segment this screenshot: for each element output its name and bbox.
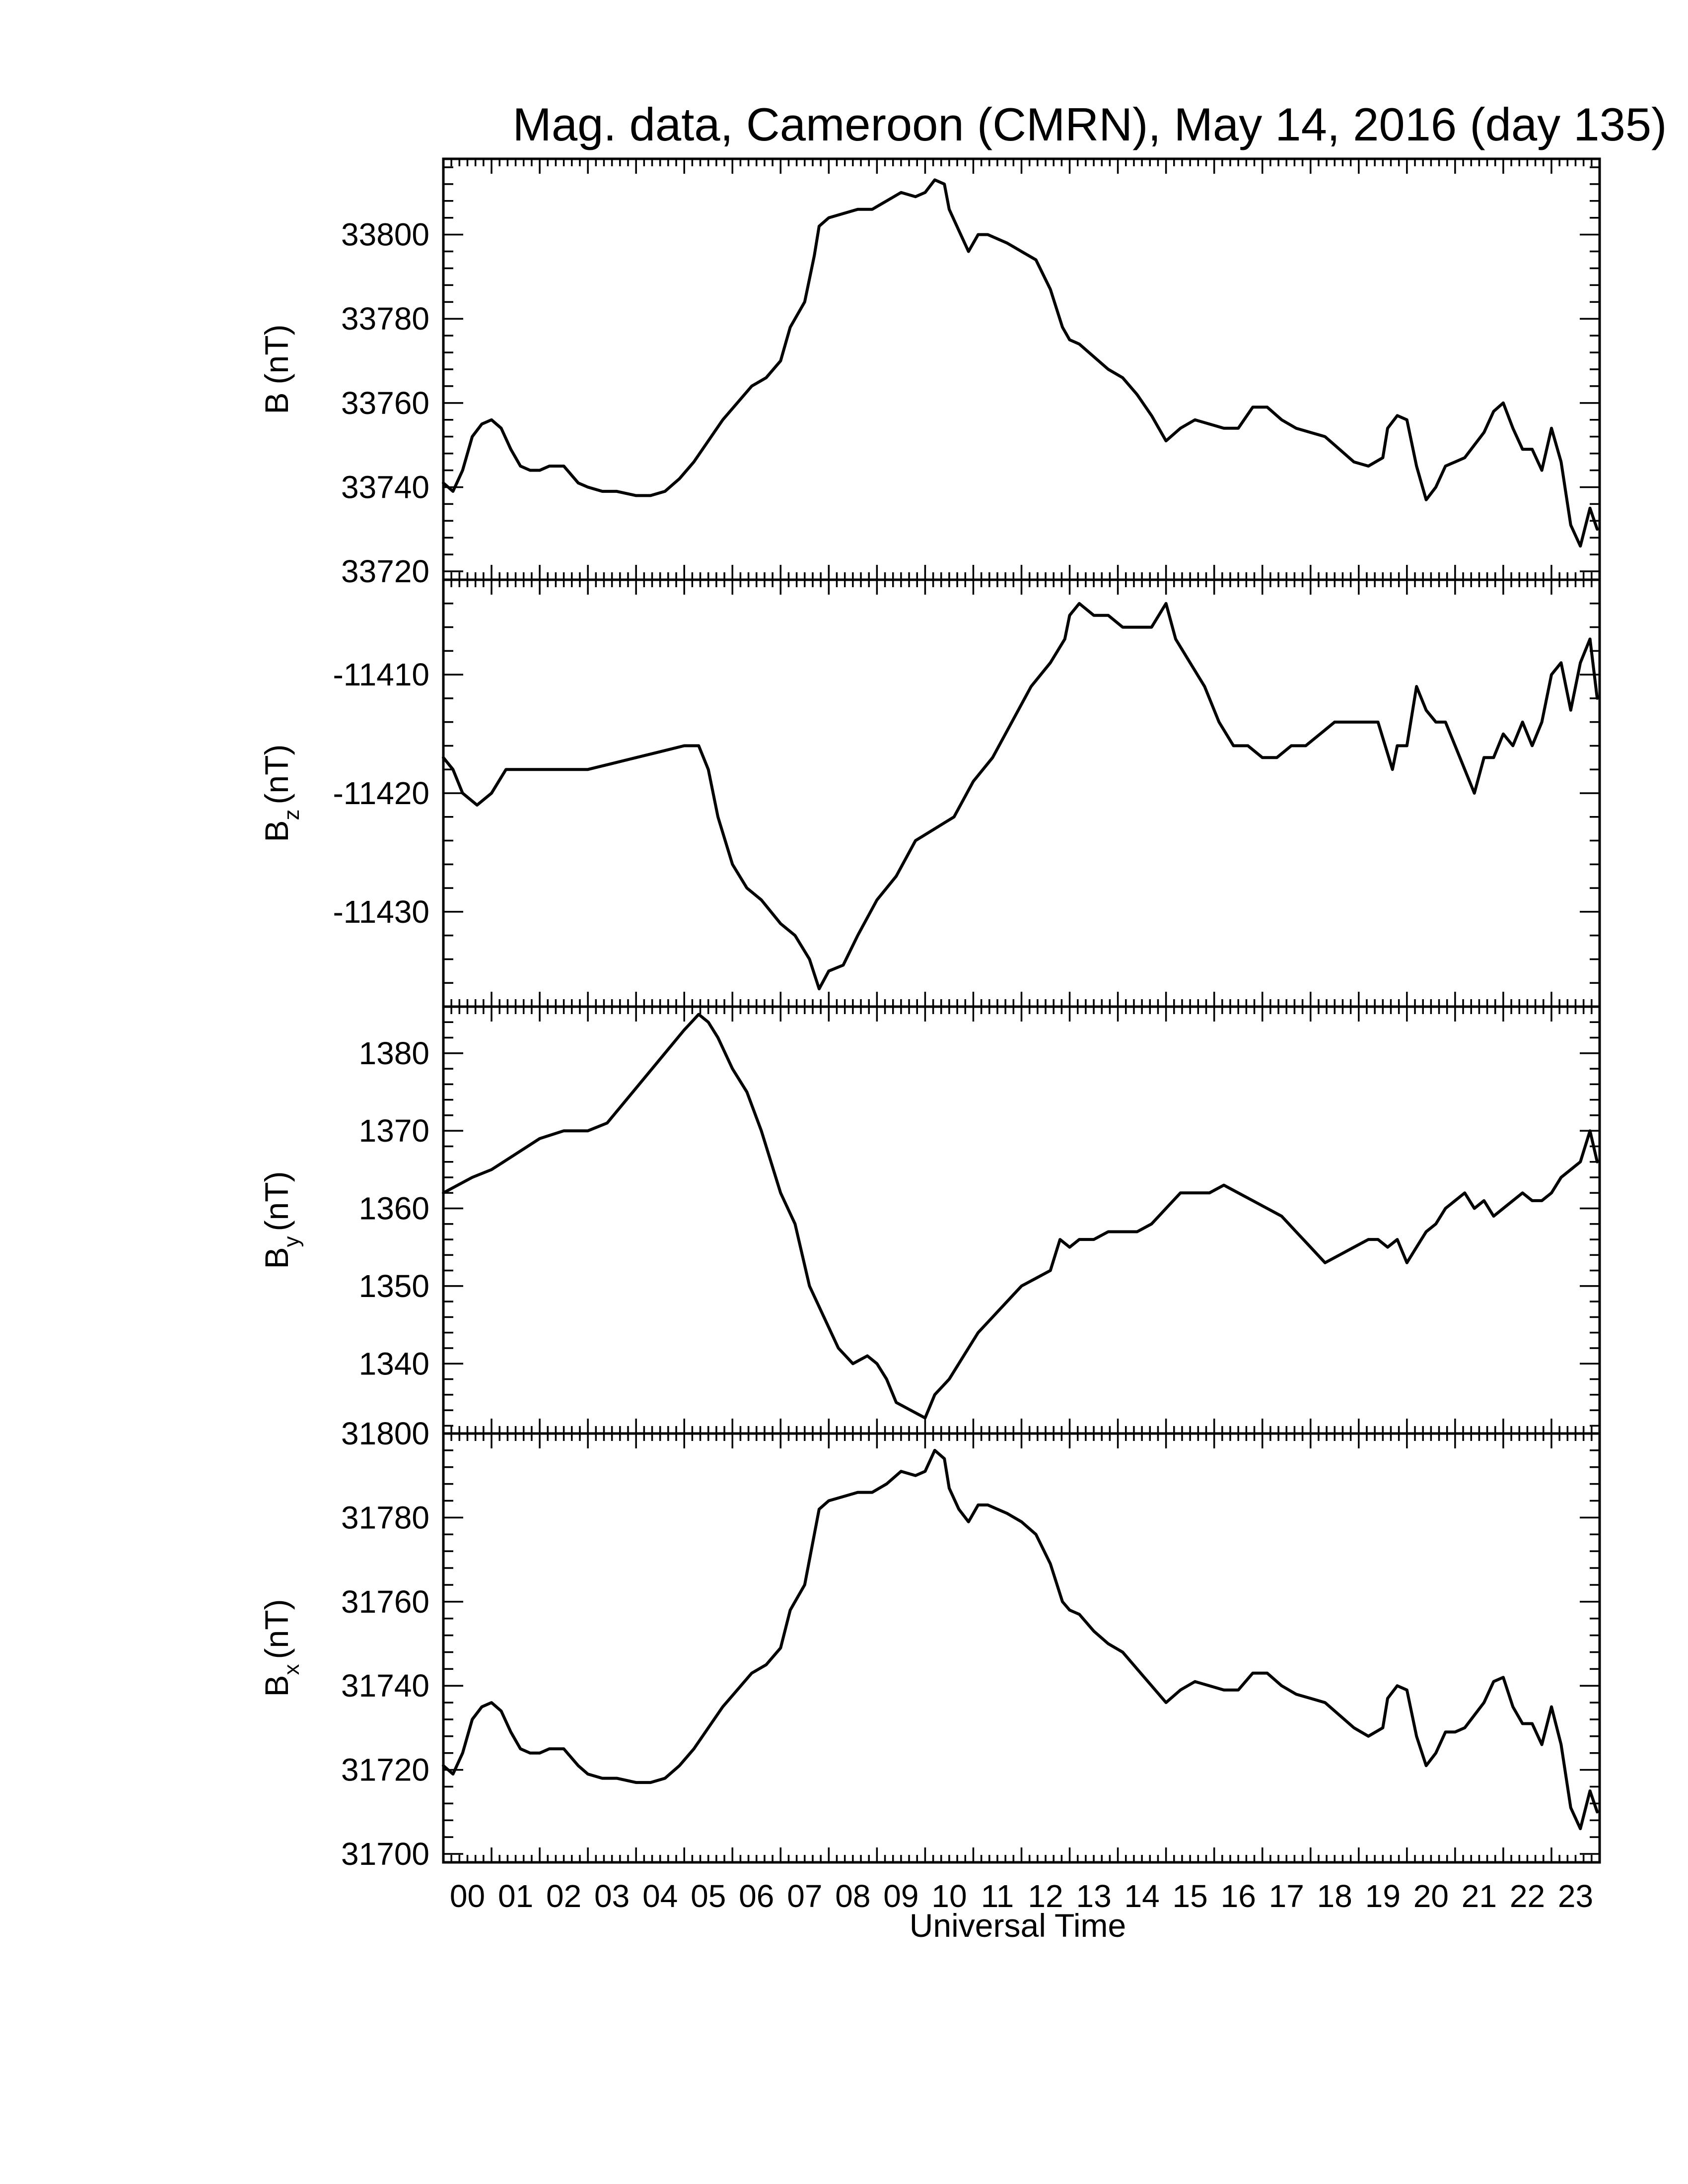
x-tick-label: 10 [931,1878,967,1914]
series-line-B [442,178,1599,548]
x-tick-label: 03 [594,1878,630,1914]
x-tick-label: 05 [691,1878,726,1914]
y-axis-label-B: B (nT) [258,324,295,414]
x-tick-label: 16 [1221,1878,1256,1914]
x-tick-label: 00 [450,1878,485,1914]
y-tick-label: 1350 [359,1268,429,1304]
x-tick-label: 04 [642,1878,678,1914]
x-tick-label: 21 [1462,1878,1497,1914]
x-tick-label: 13 [1076,1878,1111,1914]
y-axis-label-unit: (nT) [258,324,295,384]
y-tick-label: 1370 [359,1113,429,1149]
x-tick-label: 18 [1317,1878,1352,1914]
y-tick-label: 33720 [341,553,429,589]
y-axis-label-main: B [258,1675,295,1697]
x-tick-label: 22 [1510,1878,1545,1914]
panel-Bz: -11430 -11420 -11410 Bz (nT) [258,578,1601,1008]
x-tick-label: 07 [787,1878,822,1914]
y-axis-label-Bz: Bz (nT) [258,744,304,842]
y-tick-label: 33740 [341,469,429,505]
x-tick-label: 09 [883,1878,918,1914]
x-tick-labels: 00 01 02 03 04 05 06 07 08 09 10 11 12 13 14 15 16 17 18 19… [450,1878,1593,1914]
x-axis-label: Universal Time [910,1907,1126,1944]
panel-frame [442,1432,1601,1864]
series-line-Bz [442,602,1599,991]
series-line-By [442,1013,1599,1420]
y-axis-label-Bx: Bx (nT) [258,1599,304,1697]
y-axis-label-subscript: y [280,1236,304,1247]
x-tick-label: 17 [1269,1878,1304,1914]
panel-Bx: 31700 31720 31740 31760 31780 31800 Bx (nT) [258,1416,1601,1872]
y-tick-label: 1360 [359,1191,429,1227]
y-tick-label: 33760 [341,385,429,421]
y-tick-label: 1340 [359,1346,429,1381]
panel-frame [442,1005,1601,1435]
x-tick-label: 01 [498,1878,533,1914]
y-axis-label-subscript: x [280,1664,304,1675]
x-tick-label: 23 [1558,1878,1593,1914]
y-axis-label-main: B [258,820,295,842]
y-tick-label: 31700 [341,1836,429,1872]
y-axis-label-By: By (nT) [258,1171,304,1269]
x-tick-label: 06 [739,1878,774,1914]
y-tick-label: 31800 [341,1416,429,1451]
y-axis-label-main: B [258,392,295,414]
chart-title: Mag. data, Cameroon (CMRN), May 14, 2016… [513,98,1667,150]
x-tick-label: 14 [1125,1878,1160,1914]
y-axis-label-unit: (nT) [258,1171,295,1231]
x-tick-label: 12 [1028,1878,1063,1914]
y-axis-label-main: B [258,1247,295,1269]
y-tick-label: 33780 [341,301,429,337]
y-tick-label: 31720 [341,1752,429,1788]
y-tick-label: -11420 [333,775,429,811]
x-tick-label: 20 [1413,1878,1449,1914]
y-tick-label: -11430 [333,894,429,930]
y-axis-label-unit: (nT) [258,1599,295,1659]
y-tick-label: 33800 [341,217,429,253]
panel-By: 1340 1350 1360 1370 1380 By (nT) [258,1005,1601,1435]
panels-group: 3372033740337603378033800B(nT)-11430-114… [258,157,1601,1872]
y-tick-label: 31740 [341,1668,429,1704]
y-tick-label: 1380 [359,1035,429,1071]
y-tick-label: 31760 [341,1584,429,1620]
x-tick-label: 08 [835,1878,870,1914]
x-tick-label: 19 [1365,1878,1401,1914]
panel-frame [442,578,1601,1008]
x-tick-label: 02 [546,1878,581,1914]
series-line-Bx [442,1448,1599,1831]
panel-B: 33720 33740 33760 33780 33800 B (nT) [258,157,1601,589]
x-tick-label: 11 [981,1878,1014,1914]
panel-frame [442,157,1601,581]
x-tick-label: 15 [1173,1878,1208,1914]
y-tick-label: 31780 [341,1500,429,1535]
y-axis-label-unit: (nT) [258,744,295,804]
y-tick-label: -11410 [333,657,429,692]
y-axis-label-subscript: z [280,809,304,820]
